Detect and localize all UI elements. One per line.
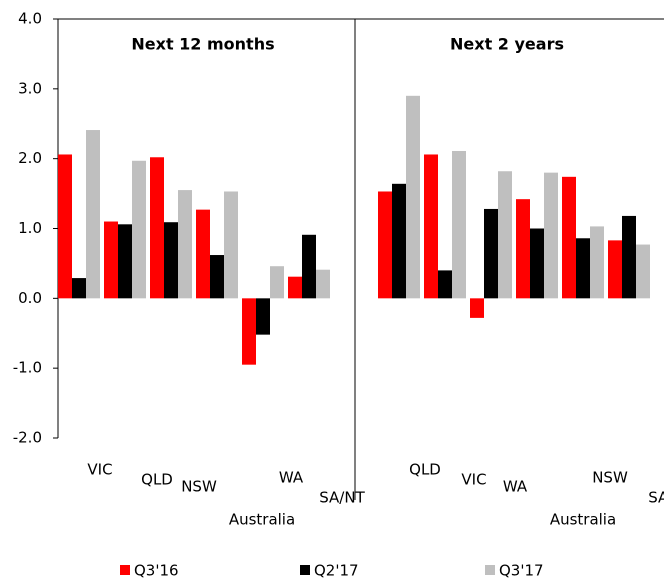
x-tick-label: WA <box>279 469 304 487</box>
x-tick-label: QLD <box>141 471 173 489</box>
bar <box>224 191 238 299</box>
y-tick-label: 2.0 <box>18 149 42 167</box>
bar <box>452 150 466 299</box>
panel-title: Next 12 months <box>131 35 274 54</box>
x-tick-label: SA/NT <box>648 489 664 507</box>
bar <box>516 199 530 299</box>
bar <box>544 172 558 299</box>
bar <box>530 228 544 299</box>
legend-label: Q3'17 <box>499 562 544 578</box>
bar <box>562 176 576 299</box>
y-tick-label: 0.0 <box>18 289 42 307</box>
x-tick-label: Australia <box>229 511 295 529</box>
bar <box>470 298 484 318</box>
bar <box>302 234 316 299</box>
panel-title: Next 2 years <box>450 35 564 54</box>
bar <box>150 157 164 299</box>
bar <box>288 276 302 299</box>
bar <box>406 95 420 299</box>
bar <box>438 270 452 299</box>
legend-swatch <box>485 565 495 575</box>
bar <box>196 209 210 299</box>
x-tick-label: NSW <box>592 469 628 487</box>
bar <box>636 244 650 299</box>
bar <box>270 266 284 299</box>
y-tick-label: 3.0 <box>18 79 42 97</box>
legend-label: Q3'16 <box>134 562 179 578</box>
bar <box>132 160 146 299</box>
bar <box>608 240 622 299</box>
bar <box>104 221 118 299</box>
legend-label: Q2'17 <box>314 562 359 578</box>
x-tick-label: NSW <box>181 478 217 496</box>
bar <box>178 190 192 299</box>
legend-swatch <box>300 565 310 575</box>
bar <box>72 278 86 299</box>
x-tick-label: VIC <box>461 471 486 489</box>
bar <box>484 208 498 299</box>
x-tick-label: SA/NT <box>319 489 365 507</box>
bar <box>576 238 590 299</box>
y-tick-label: 1.0 <box>18 219 42 237</box>
y-tick-label: -1.0 <box>13 359 42 377</box>
x-tick-label: WA <box>503 478 528 496</box>
bar <box>622 215 636 299</box>
x-tick-label: QLD <box>409 461 441 479</box>
bar <box>118 224 132 299</box>
bar <box>210 255 224 299</box>
bar <box>242 298 256 365</box>
bar <box>86 130 100 299</box>
y-tick-label: -2.0 <box>13 429 42 447</box>
bar <box>378 191 392 299</box>
x-tick-label: VIC <box>87 461 112 479</box>
bar <box>164 222 178 299</box>
bar <box>590 226 604 299</box>
y-tick-label: 4.0 <box>18 10 42 28</box>
bar <box>58 154 72 299</box>
bar <box>424 154 438 299</box>
bar <box>392 183 406 299</box>
bar <box>498 171 512 299</box>
x-tick-label: Australia <box>550 511 616 529</box>
bar <box>316 269 330 299</box>
legend-swatch <box>120 565 130 575</box>
bar <box>256 298 270 335</box>
